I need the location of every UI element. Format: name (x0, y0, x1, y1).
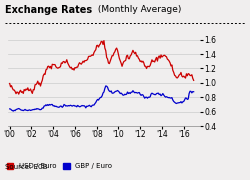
Text: (Monthly Average): (Monthly Average) (95, 5, 182, 14)
Text: Exchange Rates: Exchange Rates (5, 5, 92, 15)
Legend: USD / Euro, GBP / Euro: USD / Euro, GBP / Euro (7, 163, 112, 169)
Text: Source: ECB: Source: ECB (5, 164, 48, 170)
